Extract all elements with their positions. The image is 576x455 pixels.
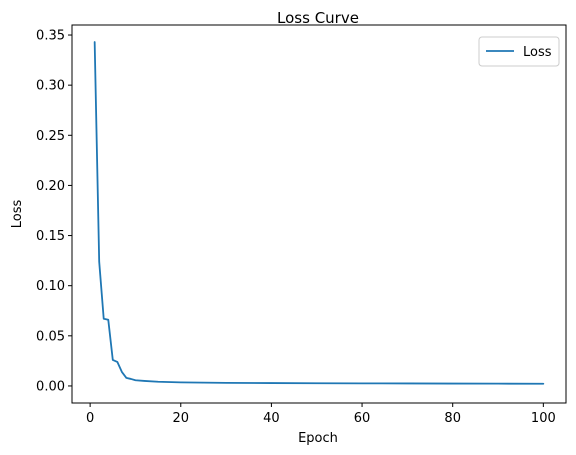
y-axis-ticks: 0.00 0.05 0.10 0.15 0.20 0.25 0.30 0.35 bbox=[36, 29, 72, 394]
y-tick-label: 0.25 bbox=[36, 129, 65, 144]
y-tick-label: 0.20 bbox=[36, 179, 65, 194]
y-tick-label: 0.05 bbox=[36, 329, 65, 344]
legend-label-loss: Loss bbox=[523, 45, 552, 60]
x-tick-label: 20 bbox=[172, 411, 189, 426]
y-tick-label: 0.35 bbox=[36, 29, 65, 44]
legend-box bbox=[478, 36, 560, 67]
x-tick-label: 80 bbox=[444, 411, 461, 426]
x-tick-label: 0 bbox=[86, 411, 94, 426]
y-tick-label: 0.00 bbox=[36, 379, 65, 394]
chart-title: Loss Curve bbox=[277, 9, 359, 27]
legend: Loss bbox=[478, 36, 560, 67]
x-axis-label: Epoch bbox=[298, 431, 338, 446]
series-layer bbox=[93, 41, 545, 385]
x-axis-ticks: 0 20 40 60 80 100 bbox=[86, 403, 556, 426]
x-tick-label: 60 bbox=[354, 411, 371, 426]
x-tick-label: 100 bbox=[531, 411, 556, 426]
plot-area bbox=[71, 24, 567, 404]
series-line-loss bbox=[93, 41, 545, 385]
x-tick-label: 40 bbox=[263, 411, 280, 426]
y-tick-label: 0.30 bbox=[36, 79, 65, 94]
y-axis-label: Loss bbox=[10, 200, 25, 229]
y-tick-label: 0.10 bbox=[36, 279, 65, 294]
y-tick-label: 0.15 bbox=[36, 229, 65, 244]
